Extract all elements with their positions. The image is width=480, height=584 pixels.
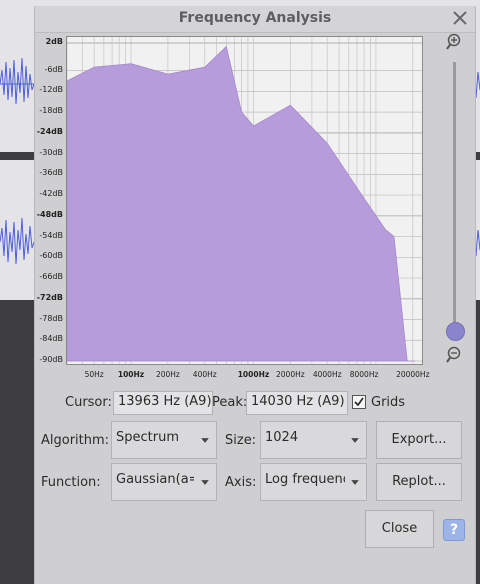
y-tick-label: -36dB — [39, 168, 63, 178]
x-tick-label: 1000Hz — [237, 370, 270, 379]
y-tick-label: -90dB — [39, 355, 63, 364]
zoom-out-icon[interactable] — [445, 346, 463, 364]
close-button[interactable]: Close — [365, 510, 434, 548]
size-select[interactable]: 1024 — [260, 421, 367, 459]
zoom-slider-track[interactable] — [453, 62, 456, 334]
x-tick-label: 8000Hz — [349, 370, 379, 379]
spectrum-plot[interactable] — [66, 36, 423, 365]
grids-checkbox[interactable] — [352, 395, 366, 409]
y-tick-label: -48dB — [36, 209, 63, 219]
peak-label: Peak: — [212, 395, 248, 410]
checkmark-icon — [354, 397, 364, 407]
y-tick-label: -54dB — [39, 230, 63, 240]
spectrum-area — [67, 45, 416, 362]
x-tick-label: 400Hz — [192, 370, 217, 379]
chevron-down-icon — [351, 438, 359, 443]
algorithm-select[interactable]: Spectrum — [111, 421, 217, 459]
x-tick-label: 4000Hz — [312, 370, 342, 379]
replot-button[interactable]: Replot... — [376, 463, 462, 501]
frequency-analysis-dialog: Frequency Analysis 2dB -6dB -12dB -18dB -24d… — [34, 6, 476, 584]
zoom-slider-thumb[interactable] — [446, 322, 465, 341]
y-tick-label: -66dB — [39, 272, 63, 282]
y-tick-label: -24dB — [36, 126, 63, 136]
grids-label: Grids — [371, 395, 406, 410]
y-tick-label: -84dB — [39, 334, 63, 344]
y-tick-label: -42dB — [39, 189, 63, 199]
x-tick-label: 50Hz — [84, 370, 104, 379]
x-tick-label: 2000Hz — [276, 370, 305, 379]
y-tick-label: -72dB — [36, 292, 63, 302]
y-tick-label: -78dB — [39, 313, 63, 323]
chevron-down-icon — [201, 438, 209, 443]
size-label: Size: — [225, 433, 257, 448]
x-tick-label: 200Hz — [155, 370, 180, 379]
dialog-title: Frequency Analysis — [178, 10, 332, 26]
y-tick-label: -12dB — [39, 85, 63, 95]
y-tick-label: 2dB — [45, 37, 63, 46]
chevron-down-icon — [201, 480, 209, 485]
close-icon[interactable] — [451, 9, 469, 27]
spectrum-chart[interactable] — [67, 37, 422, 364]
export-button[interactable]: Export... — [376, 421, 462, 459]
cursor-label: Cursor: — [65, 395, 112, 410]
x-tick-label: 20000Hz — [396, 370, 430, 379]
algorithm-label: Algorithm: — [41, 433, 110, 448]
y-tick-label: -60dB — [39, 251, 63, 261]
function-value: Gaussian(a=4 — [116, 472, 194, 487]
axis-select[interactable]: Log frequenc — [260, 463, 367, 501]
function-label: Function: — [41, 475, 101, 490]
axis-label: Axis: — [225, 475, 257, 490]
y-tick-label: -18dB — [39, 106, 63, 116]
chevron-down-icon — [351, 480, 359, 485]
y-tick-label: -6dB — [44, 64, 63, 74]
function-select[interactable]: Gaussian(a=4 — [111, 463, 217, 501]
title-bar[interactable]: Frequency Analysis — [35, 6, 475, 33]
size-value: 1024 — [265, 430, 299, 445]
peak-field[interactable]: 14030 Hz (A9) = — [246, 391, 348, 415]
x-tick-label: 100Hz — [117, 370, 145, 379]
zoom-in-icon[interactable] — [445, 33, 463, 51]
y-tick-label: -30dB — [39, 147, 63, 157]
cursor-field[interactable]: 13963 Hz (A9) = — [113, 391, 213, 415]
algorithm-value: Spectrum — [116, 430, 179, 445]
axis-value: Log frequenc — [265, 472, 345, 487]
help-button[interactable]: ? — [443, 519, 465, 541]
